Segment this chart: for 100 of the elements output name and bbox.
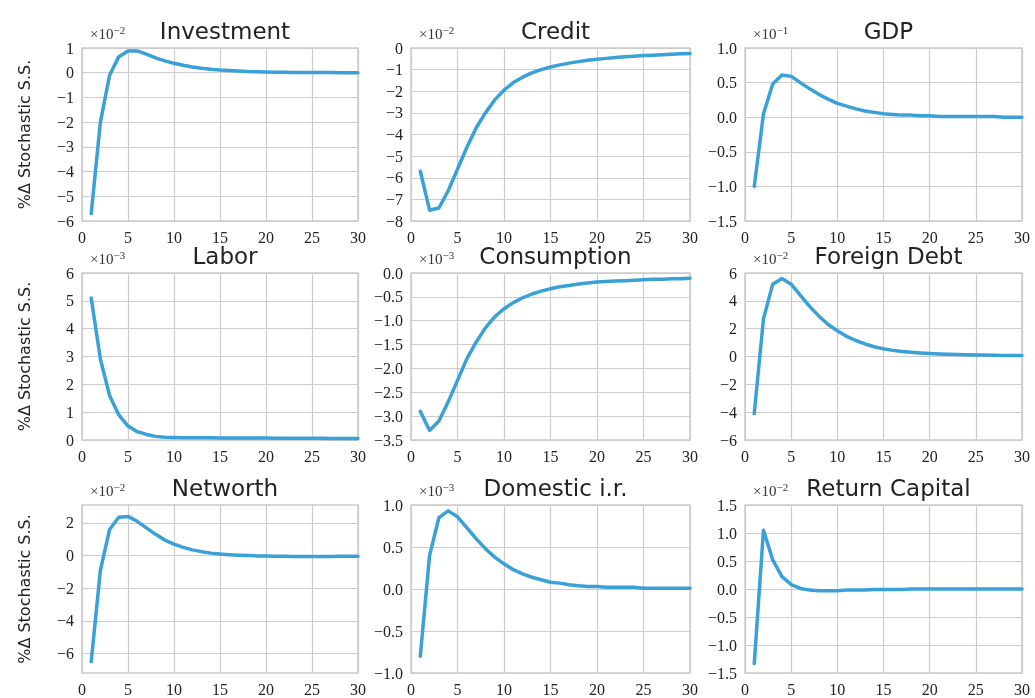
y-tick-label: 1 xyxy=(66,403,74,421)
y-tick-label: −5 xyxy=(385,147,403,165)
y-axis-title: %Δ Stochastic S.S. xyxy=(14,281,34,432)
y-tick-label: −1.0 xyxy=(373,664,403,682)
y-tick-label: −1.5 xyxy=(707,212,738,230)
y-tick-label: −2 xyxy=(56,579,74,597)
y-tick-label: −2.0 xyxy=(373,359,403,377)
y-tick-label: −1.5 xyxy=(707,664,738,682)
y-tick-label: −4 xyxy=(56,612,74,630)
x-tick-label: 25 xyxy=(635,228,652,246)
y-tick-label: −4 xyxy=(385,126,403,143)
x-tick-label: 15 xyxy=(542,680,559,698)
y-tick-label: −5 xyxy=(56,187,74,205)
y-tick-label: 0.0 xyxy=(383,580,403,598)
line-series xyxy=(89,49,360,216)
y-tick-label: −7 xyxy=(385,190,403,208)
x-tick-label: 0 xyxy=(407,228,415,246)
x-tick-label: 25 xyxy=(635,447,652,465)
x-tick-label: 10 xyxy=(166,447,182,465)
line-series xyxy=(89,296,360,441)
y-tick-label: 1.0 xyxy=(383,496,403,514)
y-tick-label: 2 xyxy=(66,375,74,393)
x-tick-label: 20 xyxy=(921,447,938,465)
y-tick-label: −1.5 xyxy=(373,336,403,354)
y-tick-label: 0.5 xyxy=(383,538,403,556)
x-tick-label: 15 xyxy=(875,447,892,465)
x-tick-label: 10 xyxy=(166,680,182,698)
y-tick-label: −0.5 xyxy=(373,622,403,640)
y-tick-label: −6 xyxy=(56,644,74,662)
y-tick-label: −0.5 xyxy=(707,143,738,161)
x-tick-label: 5 xyxy=(453,447,462,465)
x-tick-label: 25 xyxy=(635,680,652,698)
chart-title: GDP xyxy=(863,17,914,44)
x-tick-label: 20 xyxy=(589,447,605,465)
y-tick-label: 3 xyxy=(66,348,74,365)
x-tick-label: 15 xyxy=(212,447,228,465)
x-tick-label: 5 xyxy=(787,228,796,246)
x-tick-label: 20 xyxy=(921,680,938,698)
y-tick-label: −0.5 xyxy=(707,608,738,626)
y-tick-label: 1.0 xyxy=(717,39,738,57)
chart-title: Networth xyxy=(171,474,279,501)
line-series xyxy=(752,276,1024,416)
x-tick-label: 30 xyxy=(350,228,366,246)
x-tick-label: 0 xyxy=(741,447,749,465)
x-tick-label: 30 xyxy=(682,447,698,465)
x-tick-label: 5 xyxy=(124,680,132,698)
x-tick-label: 25 xyxy=(304,680,320,698)
x-tick-label: 0 xyxy=(741,680,750,698)
y-tick-label: −0.5 xyxy=(373,288,403,306)
y-tick-label: −3.0 xyxy=(373,407,403,425)
y-tick-label: −2 xyxy=(385,82,403,100)
x-tick-label: 25 xyxy=(967,447,984,465)
y-tick-label: 0.0 xyxy=(717,108,738,126)
x-tick-label: 15 xyxy=(212,680,228,698)
y-tick-label: −2 xyxy=(719,375,737,393)
y-tick-label: 4 xyxy=(66,320,74,338)
x-tick-label: 0 xyxy=(741,228,750,246)
y-tick-label: −1 xyxy=(56,88,74,106)
x-tick-label: 25 xyxy=(304,447,320,465)
y-tick-label: −4 xyxy=(719,403,737,421)
y-tick-label: 0 xyxy=(729,348,737,365)
y-tick-label: −3 xyxy=(385,104,403,122)
y-tick-label: 0 xyxy=(395,39,403,57)
y-tick-label: 0.5 xyxy=(717,552,738,570)
y-tick-label: −2 xyxy=(56,113,74,131)
y-tick-label: 0.5 xyxy=(717,74,738,92)
y-tick-label: 5 xyxy=(66,292,74,310)
y-tick-label: 2 xyxy=(729,320,737,338)
x-tick-label: 10 xyxy=(166,228,182,246)
y-tick-label: −6 xyxy=(719,431,737,449)
line-series xyxy=(752,73,1024,189)
x-tick-label: 30 xyxy=(1014,447,1030,465)
x-tick-label: 30 xyxy=(682,228,698,246)
x-tick-label: 5 xyxy=(124,447,132,465)
x-tick-label: 30 xyxy=(1014,680,1030,698)
y-tick-label: 0 xyxy=(66,431,74,449)
x-tick-label: 5 xyxy=(453,680,462,698)
x-tick-label: 25 xyxy=(967,228,984,246)
y-tick-label: −4 xyxy=(56,163,74,181)
y-tick-label: −6 xyxy=(56,212,74,230)
chart-title: Return Capital xyxy=(806,474,971,501)
line-series xyxy=(418,276,692,433)
x-tick-label: 0 xyxy=(78,680,86,698)
x-tick-label: 10 xyxy=(496,680,512,698)
y-tick-label: 1.0 xyxy=(717,524,738,542)
x-tick-label: 30 xyxy=(1014,228,1030,246)
y-tick-label: −3.5 xyxy=(373,431,403,449)
y-tick-label: −3 xyxy=(56,138,74,156)
x-tick-label: 10 xyxy=(829,680,846,698)
y-tick-label: 0 xyxy=(66,64,74,82)
x-tick-label: 5 xyxy=(787,680,796,698)
x-tick-label: 30 xyxy=(350,680,366,698)
y-tick-label: −6 xyxy=(385,169,403,187)
x-tick-label: 25 xyxy=(304,228,320,246)
x-tick-label: 5 xyxy=(787,447,796,465)
y-tick-label: −1.0 xyxy=(707,177,738,195)
line-series xyxy=(418,51,692,212)
y-tick-label: −8 xyxy=(385,212,403,230)
y-tick-label: 1 xyxy=(66,39,74,57)
y-tick-label: −2.5 xyxy=(373,383,403,401)
